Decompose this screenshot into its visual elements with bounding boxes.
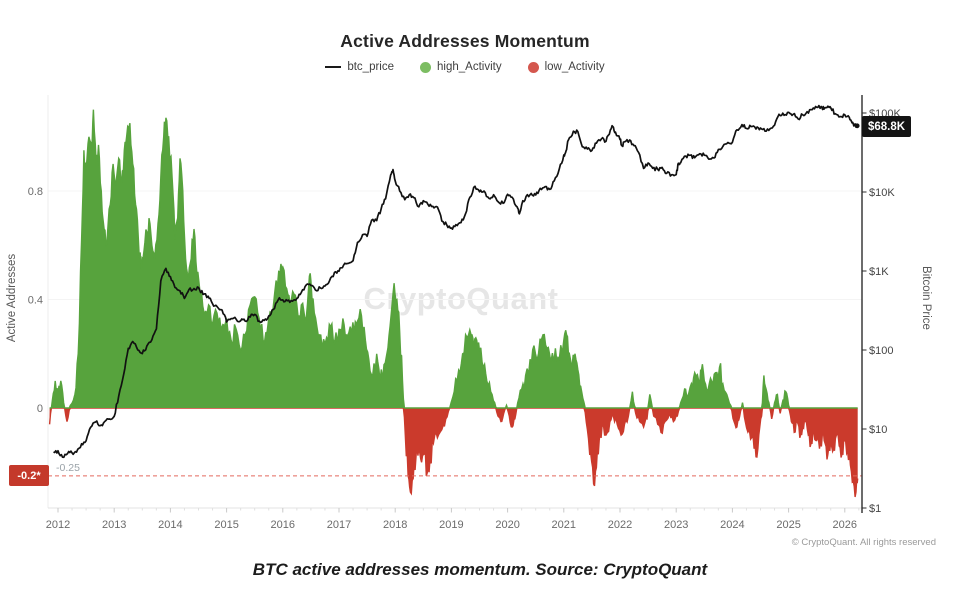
x-tick-label: 2023 [664,519,688,531]
x-tick-label: 2021 [552,519,576,531]
low-activity-dot-icon [527,61,539,73]
legend-item-low-activity[interactable]: low_Activity [527,61,605,73]
high-activity-edge [49,109,858,409]
chart-title: Active Addresses Momentum [340,31,590,51]
btc-price-value-badge: $68.8K [862,116,912,137]
y-right-tick-label: $100 [869,345,893,357]
btc-price-line-swatch-icon [325,65,342,69]
y-right-tick-label: $10K [869,187,895,199]
x-tick-label: 2018 [383,519,407,531]
plot-area[interactable]: 2012 2013 2014 2015 2016 2017 2018 2019 2020 2021… [0,0,960,555]
y-left-tick-label: 0 [37,403,43,415]
figure-caption: BTC active addresses momentum. Source: C… [252,560,708,579]
legend-label: low_Activity [544,61,605,73]
y-left-tick-label: 0.8 [28,186,43,198]
legend-label: btc_price [347,61,395,73]
copyright-note: © CryptoQuant. All rights reserved [791,537,936,548]
high-activity-area [49,109,858,408]
y-right-tick-label: $1 [869,503,881,515]
high-activity-dot-icon [420,61,432,73]
legend-label: high_Activity [437,61,502,73]
x-tick-label: 2015 [214,519,238,531]
x-tick-label: 2014 [158,519,182,531]
y-right-tick-label: $10 [869,424,887,436]
low-activity-area [49,408,858,497]
y-left-tick-label: 0.4 [28,295,43,307]
x-tick-label: 2022 [608,519,632,531]
x-tick-label: 2026 [833,519,857,531]
legend-item-high-activity[interactable]: high_Activity [420,61,502,73]
y-right-tick-label: $1K [869,266,889,278]
left-axis-value-badge: -0.2* [9,465,49,486]
x-tick-label: 2025 [776,519,800,531]
x-tick-label: 2013 [102,519,126,531]
legend: btc_price high_Activity low_Activity [0,61,930,73]
btc-price-line [53,104,858,459]
btc-price-endpoint-dot [854,123,860,129]
x-tick-label: 2012 [46,519,70,531]
x-tick-label: 2020 [495,519,519,531]
threshold-label: -0.25 [56,462,80,474]
x-tick-label: 2019 [439,519,463,531]
x-tick-label: 2017 [327,519,351,531]
x-tick-label: 2016 [271,519,295,531]
legend-item-btc-price[interactable]: btc_price [325,61,394,73]
x-tick-label: 2024 [720,519,744,531]
